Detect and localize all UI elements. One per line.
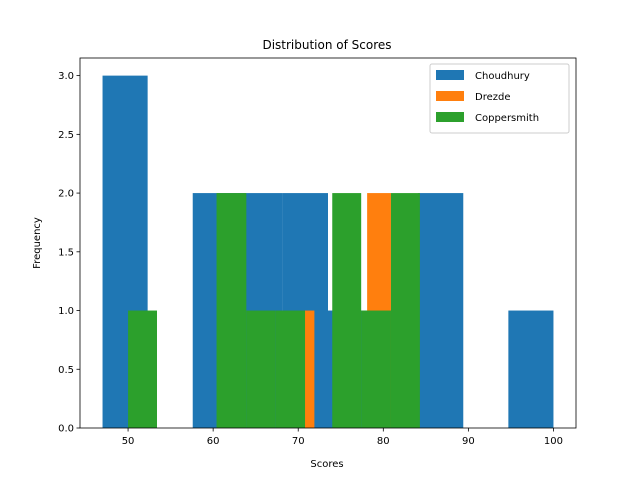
- legend-swatch-drezde: [436, 91, 464, 101]
- legend: Choudhury Drezde Coppersmith: [429, 63, 570, 134]
- legend-label-coppersmith: Coppersmith: [475, 113, 539, 124]
- bar-drezde-0: [303, 310, 315, 428]
- bars-layer: [102, 75, 554, 428]
- x-tick-label: 70: [292, 436, 305, 447]
- axes-layer: [79, 57, 577, 429]
- y-axis-ticks: 0.0 0.5 1.0 1.5 2.0 2.5 3.0: [58, 71, 80, 435]
- y-tick-label: 1.5: [58, 247, 74, 258]
- x-tick-label: 80: [377, 436, 390, 447]
- x-axis-label: Scores: [310, 459, 343, 470]
- y-tick-label: 2.0: [58, 189, 74, 200]
- bar-coppersmith-7: [332, 193, 362, 428]
- bar-coppersmith-8: [361, 310, 391, 428]
- y-tick-label: 0.5: [58, 365, 74, 376]
- x-tick-label: 90: [462, 436, 475, 447]
- bar-coppersmith-0: [128, 310, 157, 428]
- y-tick-label: 0.0: [58, 424, 74, 435]
- x-tick-label: 60: [207, 436, 220, 447]
- legend-swatch-choudhury: [436, 70, 464, 80]
- bar-choudhury-9: [508, 310, 554, 428]
- legend-label-choudhury: Choudhury: [475, 71, 530, 82]
- y-axis-label: Frequency: [32, 217, 43, 269]
- bar-choudhury-7: [418, 193, 464, 428]
- x-tick-label: 50: [122, 436, 135, 447]
- y-tick-label: 3.0: [58, 71, 74, 82]
- y-tick-label: 2.5: [58, 130, 74, 141]
- bar-coppersmith-9: [390, 193, 420, 428]
- legend-swatch-coppersmith: [436, 112, 464, 122]
- x-axis-ticks: 50 60 70 80 90 100: [122, 428, 563, 447]
- legend-label-drezde: Drezde: [475, 92, 511, 103]
- bar-coppersmith-3: [216, 193, 247, 428]
- plot-frame: [79, 57, 577, 429]
- legend-frame: [429, 63, 570, 134]
- bar-coppersmith-4: [246, 310, 276, 428]
- bar-coppersmith-5: [275, 310, 306, 428]
- chart-title: Distribution of Scores: [262, 38, 391, 52]
- x-tick-label: 100: [544, 436, 563, 447]
- y-tick-label: 1.0: [58, 306, 74, 317]
